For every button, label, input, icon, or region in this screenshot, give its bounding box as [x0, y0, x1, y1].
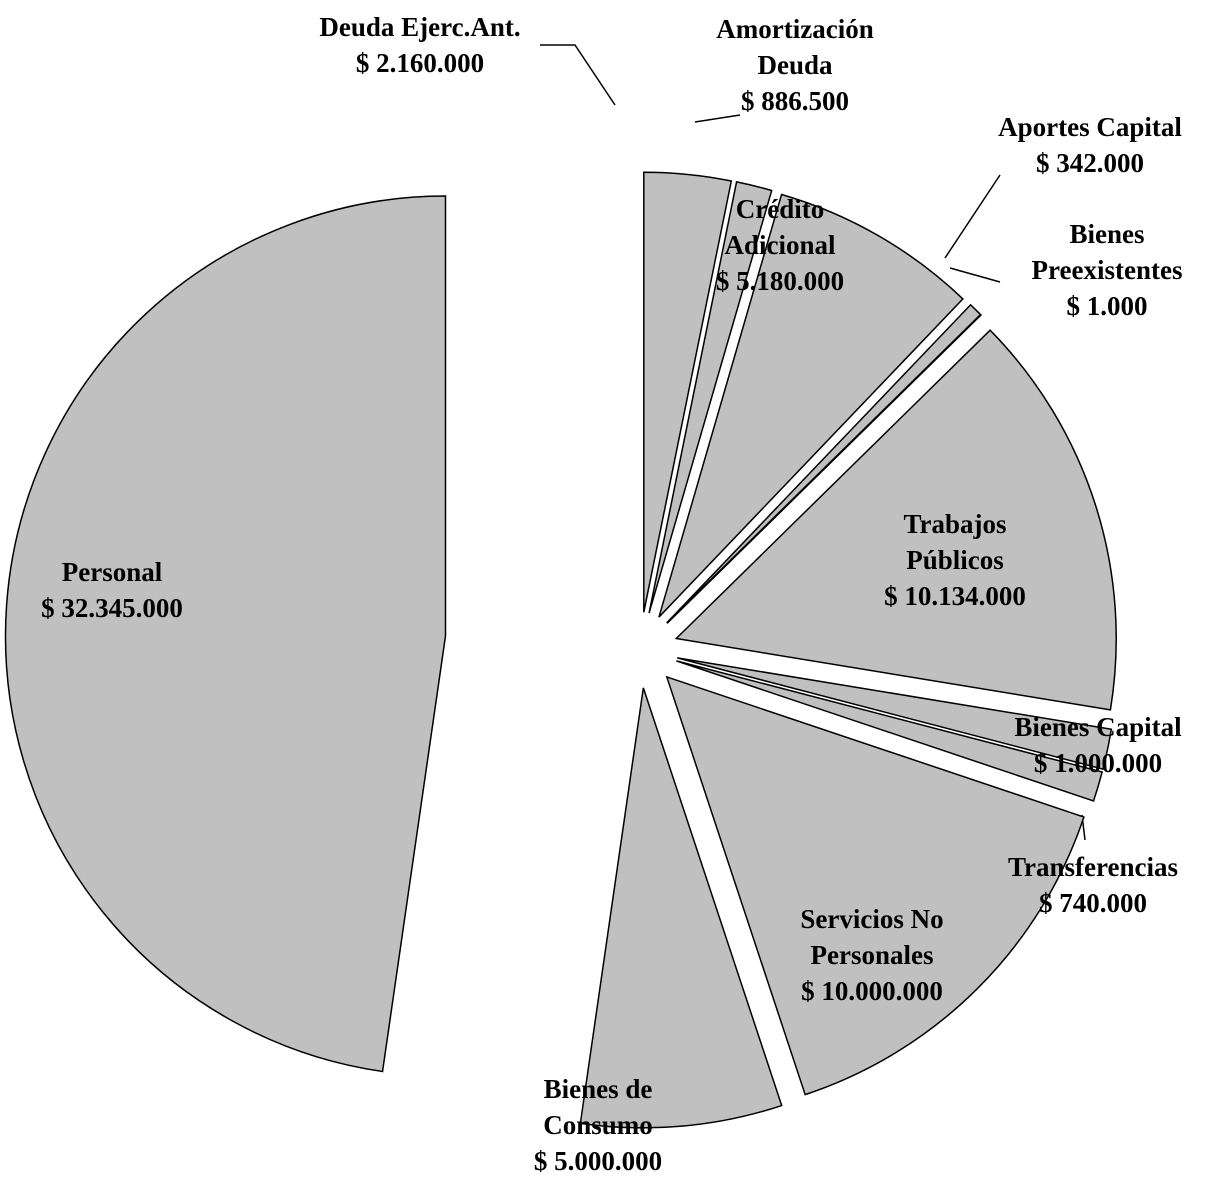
value-label: $ 886.500 — [741, 86, 849, 116]
value-label: $ 2.160.000 — [355, 48, 485, 78]
pie-slice — [676, 660, 1104, 802]
category-label: Deuda Ejerc.Ant. — [319, 12, 521, 42]
slice-label: Crédito Adicional $ 5.180.000 — [695, 191, 865, 299]
value-label: $ 342.000 — [1036, 148, 1144, 178]
category-label: Amortización Deuda — [716, 14, 874, 80]
pie-slice — [579, 687, 783, 1129]
value-label: $ 5.000.000 — [533, 1146, 663, 1176]
leader-line — [944, 174, 1001, 259]
pie-slice — [674, 329, 1117, 711]
category-label: Servicios No Personales — [800, 904, 944, 970]
category-label: Bienes de Consumo — [543, 1074, 653, 1140]
slice-label: Personal $ 32.345.000 — [41, 554, 183, 626]
slice-label: Bienes Capital $ 1.000.000 — [1014, 709, 1181, 781]
slice-label: Deuda Ejerc.Ant. $ 2.160.000 — [319, 9, 520, 81]
pie-slice — [676, 657, 1113, 770]
leader-line — [540, 44, 616, 106]
pie-slice — [658, 193, 964, 618]
slice-label: Transferencias $ 740.000 — [1008, 849, 1178, 921]
category-label: Bienes Preexistentes — [1031, 219, 1183, 285]
slice-label: Bienes de Consumo $ 5.000.000 — [508, 1071, 688, 1179]
value-label: $ 1.000 — [1066, 291, 1148, 321]
leader-line — [694, 114, 741, 123]
category-label: Aportes Capital — [998, 112, 1182, 142]
value-label: $ 5.180.000 — [715, 266, 845, 296]
value-label: $ 10.134.000 — [884, 581, 1026, 611]
slice-label: Bienes Preexistentes $ 1.000 — [1007, 216, 1207, 324]
value-label: $ 32.345.000 — [41, 593, 183, 623]
slice-label: Amortización Deuda $ 886.500 — [690, 11, 900, 119]
value-label: $ 1.000.000 — [1033, 748, 1163, 778]
slice-label: Aportes Capital $ 342.000 — [998, 109, 1182, 181]
category-label: Crédito Adicional — [724, 194, 836, 260]
slice-label: Servicios No Personales $ 10.000.000 — [767, 901, 977, 1009]
pie-slice — [4, 195, 447, 1073]
value-label: $ 10.000.000 — [801, 976, 943, 1006]
category-label: Personal — [61, 557, 163, 587]
slice-label: Trabajos Públicos $ 10.134.000 — [855, 506, 1055, 614]
pie-slice — [648, 181, 773, 614]
category-label: Transferencias — [1008, 852, 1178, 882]
pie-slice — [643, 171, 733, 613]
category-label: Trabajos Públicos — [903, 509, 1007, 575]
value-label: $ 740.000 — [1038, 888, 1147, 918]
pie-slice — [665, 675, 1085, 1096]
pie-slice — [666, 313, 983, 624]
leader-line — [949, 267, 1001, 283]
category-label: Bienes Capital — [1014, 712, 1182, 742]
